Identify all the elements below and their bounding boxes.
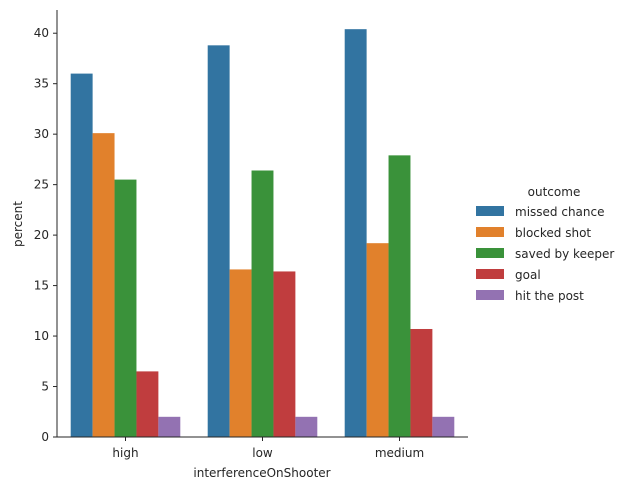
y-tick-label: 20: [34, 228, 49, 242]
legend-label: saved by keeper: [515, 247, 614, 261]
y-tick-label: 30: [34, 127, 49, 141]
legend-swatch: [476, 227, 504, 237]
bar: [92, 133, 115, 437]
legend-swatch: [476, 290, 504, 300]
x-tick-label: medium: [375, 446, 424, 460]
bar: [432, 416, 455, 437]
bars-layer: [70, 29, 455, 438]
bar: [207, 45, 230, 437]
y-axis: 0 5 10 15 20 25 30 35 40: [34, 10, 58, 444]
y-tick-label: 25: [34, 178, 49, 192]
bar: [70, 73, 93, 437]
y-tick-label: 5: [41, 380, 49, 394]
bar: [229, 269, 252, 437]
x-axis: high low medium: [57, 436, 468, 460]
legend-label: hit the post: [515, 289, 584, 303]
legend-title: outcome: [528, 185, 581, 199]
legend-label: missed chance: [515, 205, 604, 219]
bar: [366, 243, 389, 437]
bar: [344, 29, 367, 438]
y-tick-label: 15: [34, 279, 49, 293]
x-axis-title: interferenceOnShooter: [193, 466, 330, 480]
bar: [136, 371, 159, 437]
bar: [295, 416, 318, 437]
y-tick-label: 0: [41, 430, 49, 444]
bar: [114, 179, 137, 437]
legend: outcome missed chance blocked shot saved b…: [476, 185, 614, 303]
legend-swatch: [476, 248, 504, 258]
legend-swatch: [476, 206, 504, 216]
y-axis-title: percent: [11, 201, 25, 247]
legend-label: blocked shot: [515, 226, 591, 240]
bar: [388, 155, 411, 438]
x-tick-label: low: [252, 446, 273, 460]
y-tick-label: 10: [34, 329, 49, 343]
bar: [158, 416, 181, 437]
x-tick-label: high: [112, 446, 138, 460]
bar: [251, 170, 274, 437]
bar: [410, 328, 433, 437]
y-tick-label: 40: [34, 26, 49, 40]
bar: [273, 271, 296, 437]
legend-swatch: [476, 269, 504, 279]
y-tick-label: 35: [34, 77, 49, 91]
legend-label: goal: [515, 268, 541, 282]
